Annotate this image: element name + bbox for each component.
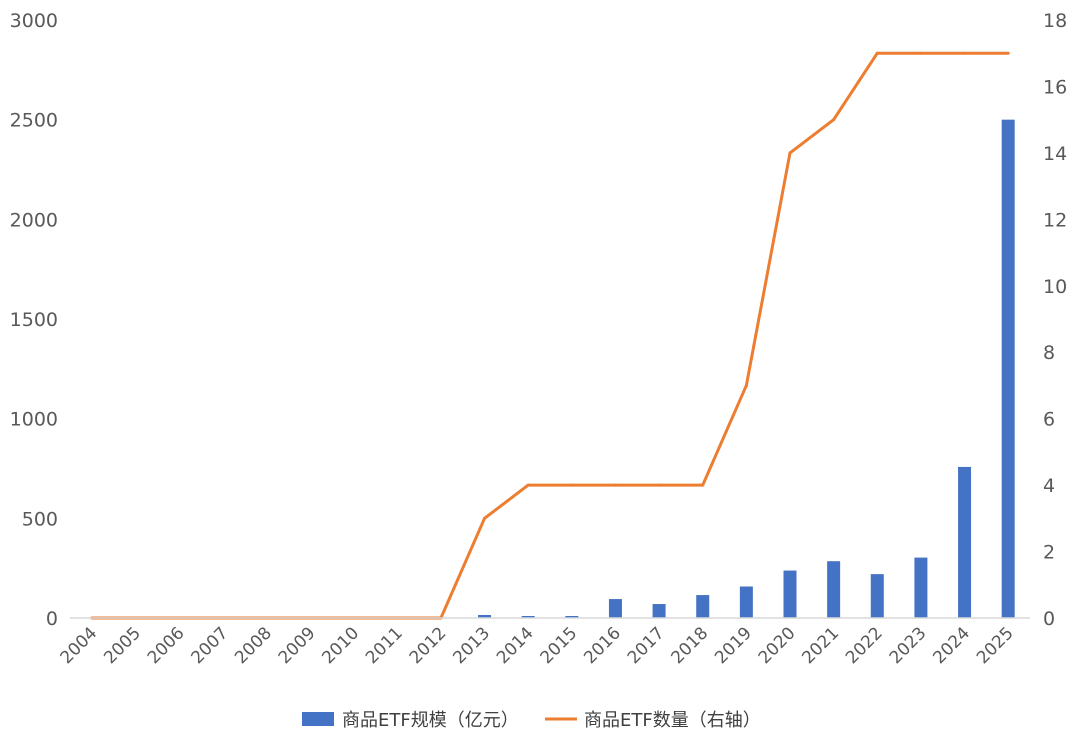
legend-bar-swatch xyxy=(302,712,334,726)
y-left-tick-label: 1000 xyxy=(10,409,58,431)
y-left-tick-label: 3000 xyxy=(10,10,58,32)
y-right-tick-label: 6 xyxy=(1043,409,1055,431)
bar-2016 xyxy=(608,599,622,618)
y-right-tick-label: 12 xyxy=(1043,209,1067,231)
x-tick-label: 2011 xyxy=(362,623,407,668)
line-point-2017 xyxy=(657,483,661,487)
y-left-tick-label: 500 xyxy=(22,508,58,530)
bar-2020 xyxy=(783,570,797,618)
line-point-2019 xyxy=(744,383,748,387)
y-right-tick-label: 14 xyxy=(1043,143,1067,165)
y-right-tick-label: 10 xyxy=(1043,276,1067,298)
line-point-2013 xyxy=(483,516,487,520)
bar-series xyxy=(478,119,1015,619)
bar-2017 xyxy=(652,604,666,618)
x-tick-label: 2012 xyxy=(406,623,451,668)
y-left-axis: 0 500 1000 1500 2000 2500 3000 xyxy=(10,10,58,630)
bar-2018 xyxy=(696,595,710,618)
line-point-2023 xyxy=(919,51,923,55)
x-tick-label: 2009 xyxy=(275,623,320,668)
y-left-tick-label: 2000 xyxy=(10,209,58,231)
x-tick-label: 2005 xyxy=(100,623,145,668)
legend-bar-label: 商品ETF规模（亿元） xyxy=(342,710,519,731)
line-point-2022 xyxy=(875,51,879,55)
x-tick-label: 2004 xyxy=(57,623,102,668)
legend: 商品ETF规模（亿元） 商品ETF数量（右轴） xyxy=(302,710,761,731)
y-left-tick-label: 2500 xyxy=(10,110,58,132)
x-tick-label: 2019 xyxy=(711,623,756,668)
x-tick-label: 2008 xyxy=(231,623,276,668)
x-tick-label: 2015 xyxy=(537,623,582,668)
x-tick-label: 2017 xyxy=(624,623,669,668)
bar-2022 xyxy=(870,574,884,618)
series-line xyxy=(91,51,1009,620)
x-tick-label: 2022 xyxy=(842,623,887,668)
y-right-tick-label: 16 xyxy=(1043,76,1067,98)
y-right-tick-label: 2 xyxy=(1043,542,1055,564)
line-point-2025 xyxy=(1006,51,1010,55)
line-point-2018 xyxy=(701,483,705,487)
y-right-tick-label: 18 xyxy=(1043,10,1067,32)
x-tick-label: 2006 xyxy=(144,623,189,668)
bar-2025 xyxy=(1001,119,1015,619)
bar-2013 xyxy=(478,615,492,618)
line-point-2014 xyxy=(526,483,530,487)
line-point-2021 xyxy=(832,118,836,122)
line-series xyxy=(90,51,1010,620)
bar-2015 xyxy=(565,616,579,618)
x-tick-label: 2025 xyxy=(973,623,1018,668)
x-tick-label: 2020 xyxy=(755,623,800,668)
legend-line-label: 商品ETF数量（右轴） xyxy=(584,710,761,731)
y-right-tick-label: 4 xyxy=(1043,475,1055,497)
line-point-2015 xyxy=(570,483,574,487)
x-tick-label: 2016 xyxy=(580,623,625,668)
x-tick-label: 2024 xyxy=(929,623,974,668)
line-point-2024 xyxy=(963,51,967,55)
bar-2019 xyxy=(739,586,753,618)
x-tick-label: 2018 xyxy=(668,623,713,668)
bar-2014 xyxy=(521,616,535,618)
x-tick-label: 2010 xyxy=(318,623,363,668)
y-left-tick-label: 1500 xyxy=(10,309,58,331)
x-tick-label: 2014 xyxy=(493,623,538,668)
bar-2024 xyxy=(958,466,972,618)
x-tick-label: 2013 xyxy=(449,623,494,668)
line-point-2016 xyxy=(613,483,617,487)
line-point-2020 xyxy=(788,151,792,155)
bar-2023 xyxy=(914,557,928,618)
bar-2021 xyxy=(827,561,841,618)
y-left-tick-label: 0 xyxy=(46,608,58,630)
x-tick-label: 2007 xyxy=(188,623,233,668)
y-right-axis: 0 2 4 6 8 10 12 14 16 18 xyxy=(1043,10,1067,630)
x-axis: 2004200520062007200820092010201120122013… xyxy=(57,623,1018,668)
x-tick-label: 2023 xyxy=(886,623,931,668)
y-right-tick-label: 8 xyxy=(1043,342,1055,364)
y-right-tick-label: 0 xyxy=(1043,608,1055,630)
x-tick-label: 2021 xyxy=(798,623,843,668)
